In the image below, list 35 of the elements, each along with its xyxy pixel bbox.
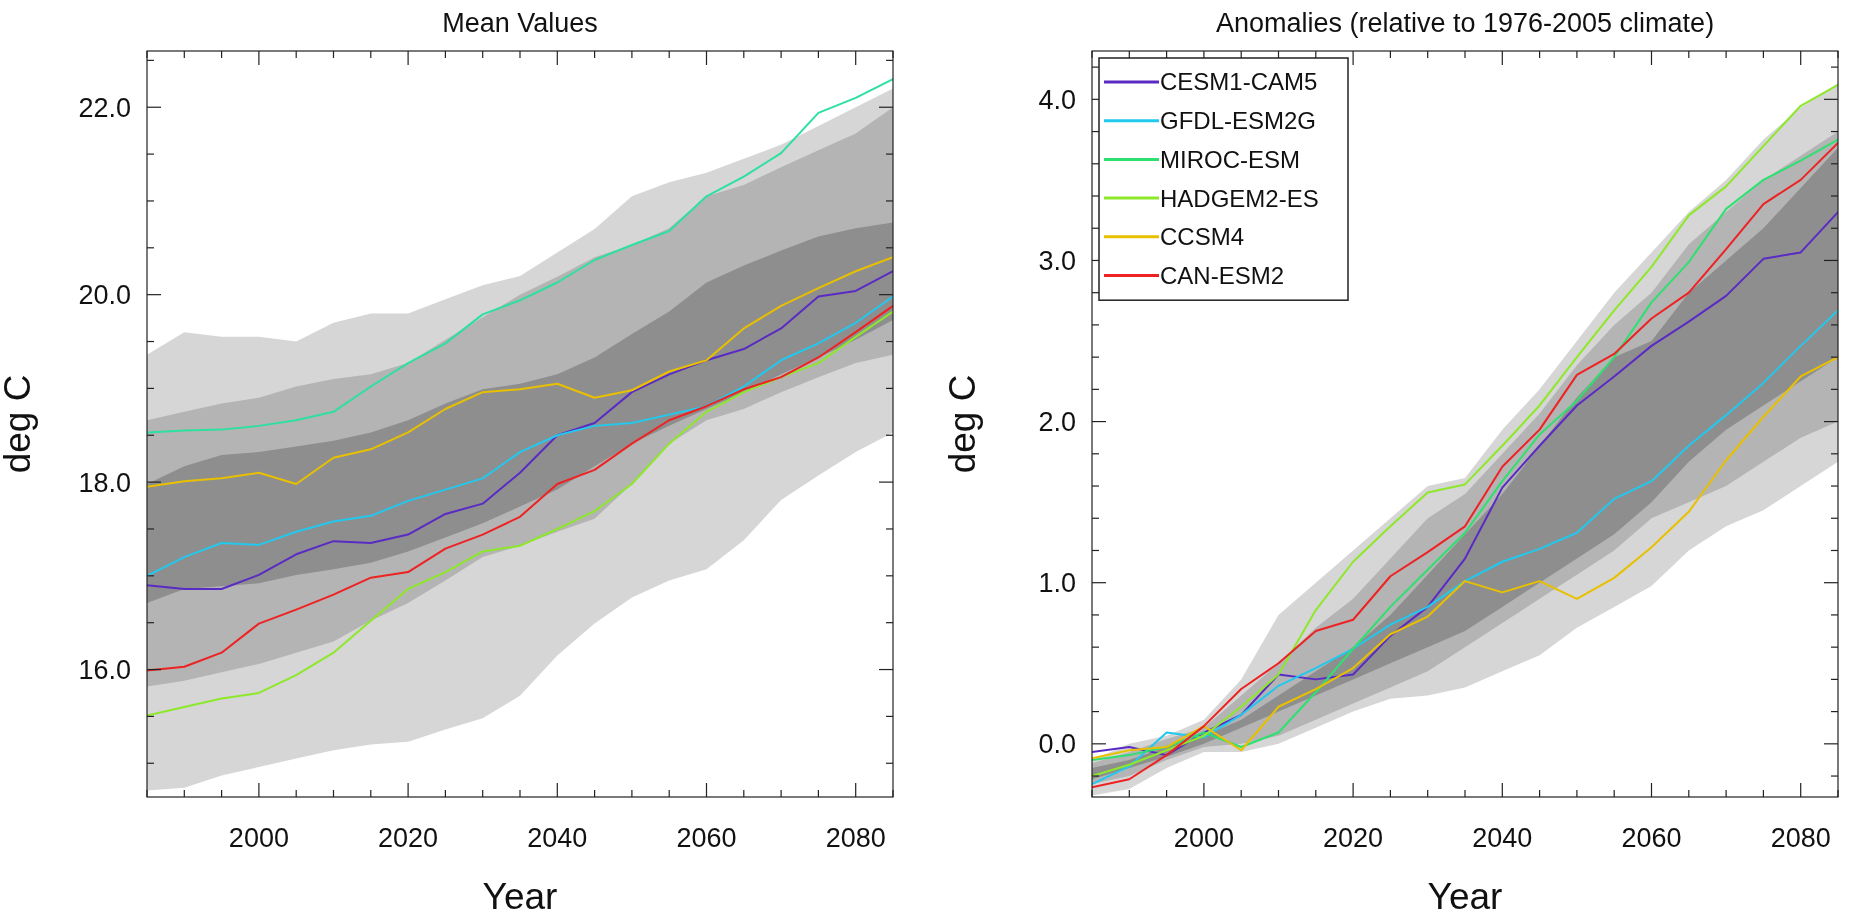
legend-label: HADGEM2-ES: [1160, 184, 1319, 212]
y-tick-label: 16.0: [78, 654, 131, 685]
x-axis-title: Year: [1427, 876, 1503, 917]
y-tick-label: 18.0: [78, 467, 131, 498]
x-axis-title: Year: [482, 876, 558, 917]
legend-label: CESM1-CAM5: [1160, 68, 1318, 96]
x-tick-label: 2060: [1621, 823, 1682, 853]
y-tick-label: 20.0: [78, 280, 131, 311]
y-tick-label: 2.0: [1038, 407, 1076, 438]
legend-label: CCSM4: [1160, 223, 1245, 251]
chart-title: Mean Values: [442, 8, 598, 38]
y-tick-label: 4.0: [1038, 84, 1076, 115]
y-tick-label: 1.0: [1038, 568, 1076, 599]
y-tick-label: 0.0: [1038, 729, 1076, 760]
legend-label: CAN-ESM2: [1160, 261, 1285, 289]
legend-label: MIROC-ESM: [1160, 145, 1300, 173]
line-series: [147, 256, 893, 488]
x-tick-label: 2020: [1323, 823, 1384, 853]
x-tick-label: 2040: [527, 823, 588, 853]
x-tick-label: 2000: [1173, 823, 1234, 853]
y-tick-label: 22.0: [78, 92, 131, 123]
line-series: [1092, 356, 1838, 760]
x-tick-label: 2020: [378, 823, 439, 853]
y-tick-label: 3.0: [1038, 245, 1076, 276]
x-tick-label: 2080: [1770, 823, 1831, 853]
x-tick-label: 2080: [825, 823, 886, 853]
line-series: [1092, 309, 1838, 786]
y-axis-title: deg C: [942, 374, 983, 474]
x-tick-label: 2060: [676, 823, 737, 853]
legend-label: GFDL-ESM2G: [1160, 107, 1317, 135]
x-tick-label: 2000: [228, 823, 289, 853]
x-tick-label: 2040: [1472, 823, 1533, 853]
chart-title: Anomalies (relative to 1976-2005 climate): [1215, 8, 1715, 38]
y-axis-title: deg C: [0, 374, 38, 474]
line-series: [147, 78, 893, 434]
